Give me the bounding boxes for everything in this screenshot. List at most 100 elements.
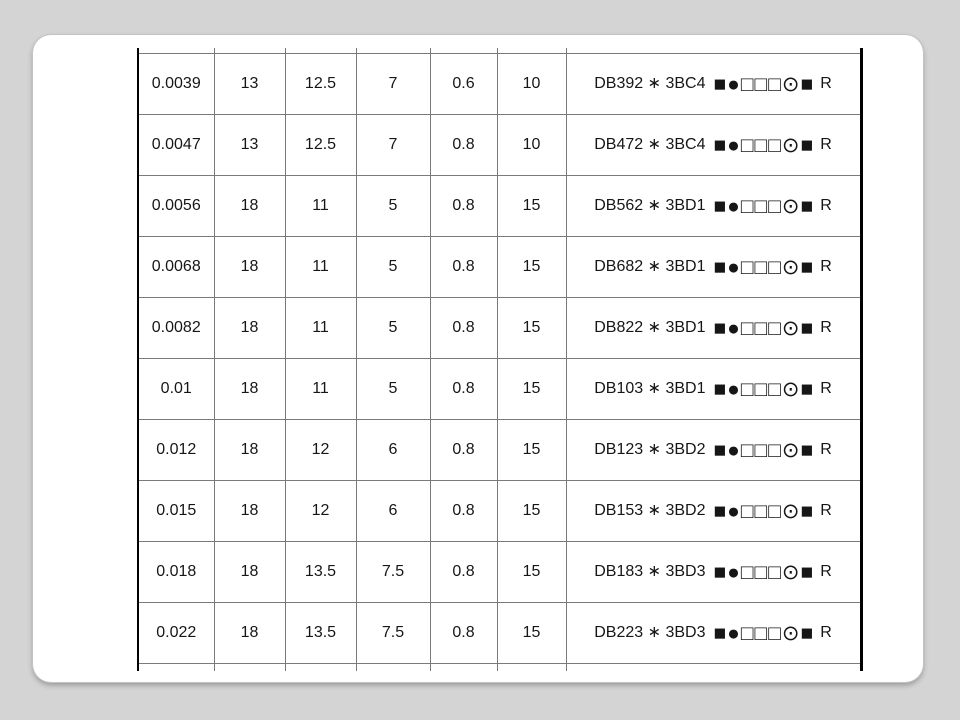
- table-cell: 11: [284, 297, 357, 359]
- table-cell: 10: [496, 53, 567, 115]
- part-feature-symbols: ■●□□□⊙■: [713, 316, 815, 340]
- part-cell: DB123 ∗ 3BD2 ■●□□□⊙■ R: [565, 419, 862, 481]
- table-cell: 12.5: [284, 53, 357, 115]
- part-suffix: R: [820, 379, 832, 397]
- clipped-row-cell: [429, 663, 498, 671]
- table-row: 0.0056 18 11 5 0.8 15 DB562 ∗ 3BD1 ■●□□□⊙■ R: [137, 175, 862, 237]
- table-cell: 5: [355, 297, 431, 359]
- table-cell: 11: [284, 236, 357, 298]
- table-cell: 0.0068: [137, 236, 215, 298]
- table-cell: 0.8: [429, 541, 498, 603]
- table-cell: 15: [496, 175, 567, 237]
- part-suffix: R: [820, 318, 832, 336]
- table-cell: 0.6: [429, 53, 498, 115]
- table-cell: 13: [213, 114, 286, 176]
- table-cell: 0.0039: [137, 53, 215, 115]
- data-table: 0.0039 13 12.5 7 0.6 10 DB392 ∗ 3BC4 ■●□□□⊙■ R 0.…: [137, 48, 863, 671]
- table-cell: 12: [284, 480, 357, 542]
- table-cell: 0.8: [429, 236, 498, 298]
- table-cell: 0.0047: [137, 114, 215, 176]
- part-number: DB682 ∗ 3BD1: [594, 257, 706, 275]
- table-row: 0.018 18 13.5 7.5 0.8 15 DB183 ∗ 3BD3 ■●□□□⊙■ R: [137, 541, 862, 603]
- part-feature-symbols: ■●□□□⊙■: [713, 499, 815, 523]
- part-cell: DB223 ∗ 3BD3 ■●□□□⊙■ R: [565, 602, 862, 664]
- table-cell: 15: [496, 602, 567, 664]
- table-cell: 13: [213, 53, 286, 115]
- clipped-row-cell: [496, 663, 567, 671]
- table-cell: 15: [496, 236, 567, 298]
- part-cell: DB183 ∗ 3BD3 ■●□□□⊙■ R: [565, 541, 862, 603]
- part-feature-symbols: ■●□□□⊙■: [713, 621, 815, 645]
- table-cell: 18: [213, 419, 286, 481]
- part-number: DB392 ∗ 3BC4: [594, 74, 706, 92]
- table-cell: 12: [284, 419, 357, 481]
- part-suffix: R: [820, 74, 832, 92]
- table-row: 0.0039 13 12.5 7 0.6 10 DB392 ∗ 3BC4 ■●□□□⊙■ R: [137, 53, 862, 115]
- table-cell: 0.012: [137, 419, 215, 481]
- table-cell: 0.8: [429, 480, 498, 542]
- table-cell: 15: [496, 358, 567, 420]
- part-number: DB822 ∗ 3BD1: [594, 318, 706, 336]
- table-cell: 0.015: [137, 480, 215, 542]
- part-number: DB103 ∗ 3BD1: [594, 379, 706, 397]
- table-cell: 15: [496, 480, 567, 542]
- table-row: 0.022 18 13.5 7.5 0.8 15 DB223 ∗ 3BD3 ■●□□□⊙■ R: [137, 602, 862, 664]
- table-cell: 0.01: [137, 358, 215, 420]
- part-number: DB153 ∗ 3BD2: [594, 501, 706, 519]
- table-body: 0.0039 13 12.5 7 0.6 10 DB392 ∗ 3BC4 ■●□□□⊙■ R 0.…: [137, 48, 862, 671]
- part-feature-symbols: ■●□□□⊙■: [713, 560, 815, 584]
- table-cell: 7.5: [355, 602, 431, 664]
- table-row: 0.01 18 11 5 0.8 15 DB103 ∗ 3BD1 ■●□□□⊙■ R: [137, 358, 862, 420]
- table-cell: 0.8: [429, 114, 498, 176]
- part-suffix: R: [820, 623, 832, 641]
- part-suffix: R: [820, 501, 832, 519]
- table-cell: 0.022: [137, 602, 215, 664]
- part-cell: DB562 ∗ 3BD1 ■●□□□⊙■ R: [565, 175, 862, 237]
- table-row: 0.0047 13 12.5 7 0.8 10 DB472 ∗ 3BC4 ■●□□□⊙■ R: [137, 114, 862, 176]
- table-cell: 18: [213, 602, 286, 664]
- part-suffix: R: [820, 257, 832, 275]
- part-suffix: R: [820, 135, 832, 153]
- table-row: 0.0068 18 11 5 0.8 15 DB682 ∗ 3BD1 ■●□□□⊙■ R: [137, 236, 862, 298]
- part-feature-symbols: ■●□□□⊙■: [713, 438, 815, 462]
- table-cell: 11: [284, 175, 357, 237]
- table-cell: 10: [496, 114, 567, 176]
- table-cell: 18: [213, 297, 286, 359]
- part-suffix: R: [820, 562, 832, 580]
- table-cell: 15: [496, 297, 567, 359]
- part-feature-symbols: ■●□□□⊙■: [713, 133, 815, 157]
- part-cell: DB392 ∗ 3BC4 ■●□□□⊙■ R: [565, 53, 862, 115]
- table-cell: 18: [213, 358, 286, 420]
- table-cell: 0.8: [429, 175, 498, 237]
- table-cell: 0.0082: [137, 297, 215, 359]
- clipped-row-cell: [284, 663, 357, 671]
- table-cell: 15: [496, 541, 567, 603]
- table-cell: 0.0056: [137, 175, 215, 237]
- table-cell: 0.8: [429, 602, 498, 664]
- part-feature-symbols: ■●□□□⊙■: [713, 255, 815, 279]
- clipped-row-bottom: [137, 663, 862, 671]
- part-number: DB223 ∗ 3BD3: [594, 623, 706, 641]
- part-feature-symbols: ■●□□□⊙■: [713, 377, 815, 401]
- table-cell: 0.8: [429, 419, 498, 481]
- part-number: DB123 ∗ 3BD2: [594, 440, 706, 458]
- clipped-row-cell: [565, 663, 862, 671]
- part-number: DB472 ∗ 3BC4: [594, 135, 706, 153]
- table-row: 0.0082 18 11 5 0.8 15 DB822 ∗ 3BD1 ■●□□□⊙■ R: [137, 297, 862, 359]
- table-clip-region: 0.0039 13 12.5 7 0.6 10 DB392 ∗ 3BC4 ■●□□□⊙■ R 0.…: [137, 48, 863, 671]
- table-cell: 18: [213, 541, 286, 603]
- clipped-row-cell: [213, 663, 286, 671]
- part-number: DB562 ∗ 3BD1: [594, 196, 706, 214]
- table-cell: 18: [213, 175, 286, 237]
- clipped-row-cell: [355, 663, 431, 671]
- table-cell: 5: [355, 175, 431, 237]
- table-cell: 6: [355, 480, 431, 542]
- table-cell: 18: [213, 236, 286, 298]
- table-cell: 0.8: [429, 297, 498, 359]
- part-feature-symbols: ■●□□□⊙■: [713, 194, 815, 218]
- table-cell: 5: [355, 358, 431, 420]
- part-cell: DB103 ∗ 3BD1 ■●□□□⊙■ R: [565, 358, 862, 420]
- part-suffix: R: [820, 440, 832, 458]
- table-cell: 7: [355, 53, 431, 115]
